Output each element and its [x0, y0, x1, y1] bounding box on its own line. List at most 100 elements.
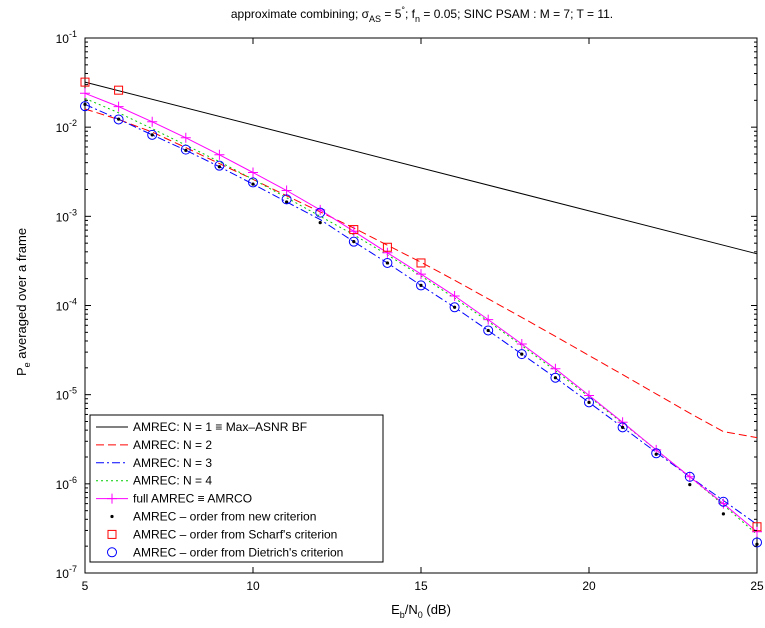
data-point [251, 182, 255, 186]
y-tick-label: 10-6 [56, 475, 77, 492]
x-axis-label: Eb/N0 (dB) [391, 602, 451, 620]
data-point [483, 314, 494, 325]
data-point [83, 102, 87, 107]
data-point [651, 448, 662, 459]
legend-label: AMREC: N = 4 [133, 474, 212, 488]
y-axis-label: Pe averaged over a frame [14, 228, 32, 376]
legend-entry: AMREC: N = 3 [96, 456, 212, 470]
data-point [180, 144, 191, 155]
data-point [281, 194, 292, 205]
data-point [113, 101, 124, 112]
data-point [281, 185, 292, 196]
series-1 [84, 81, 758, 255]
legend-entry: AMREC – order from Dietrich's criterion [107, 545, 343, 559]
data-point [587, 400, 591, 404]
data-point [184, 148, 188, 152]
x-tick-label: 15 [414, 579, 428, 593]
legend-entry: AMREC: N = 4 [96, 474, 212, 488]
x-tick-label: 20 [582, 579, 596, 593]
data-point [114, 85, 124, 95]
data-point [550, 363, 561, 374]
series-layer [80, 77, 762, 548]
data-point [348, 226, 359, 237]
data-point [486, 328, 490, 333]
series-3 [84, 103, 758, 525]
data-point [449, 302, 460, 313]
data-point [718, 498, 729, 509]
data-point [617, 417, 628, 428]
data-point [80, 77, 90, 87]
data-point [483, 325, 494, 336]
data-point [416, 258, 426, 268]
x-tick-label: 25 [750, 579, 764, 593]
y-tick-label: 10-1 [56, 29, 77, 46]
legend-entry: AMREC: N = 1 ≡ Max–ASNR BF [96, 420, 307, 434]
data-point [718, 496, 729, 507]
data-point [385, 261, 389, 265]
data-point [147, 129, 158, 140]
data-point [352, 240, 356, 244]
series-line [84, 103, 758, 525]
data-point [688, 483, 692, 487]
legend-marker [110, 514, 114, 519]
data-point [117, 117, 121, 121]
series-line [84, 81, 758, 255]
y-tick-label: 10-4 [56, 297, 77, 314]
data-point [315, 207, 326, 218]
series-2 [84, 108, 758, 439]
data-point [755, 542, 759, 546]
data-point [516, 339, 527, 350]
data-point [419, 283, 423, 288]
data-point [684, 471, 695, 482]
series-8 [80, 101, 762, 548]
legend-label: AMREC: N = 2 [133, 438, 212, 452]
legend-box [89, 414, 384, 563]
series-line [84, 108, 758, 439]
data-point [150, 133, 154, 137]
legend-label: AMREC: N = 1 ≡ Max–ASNR BF [133, 420, 307, 434]
data-point [214, 160, 225, 171]
series-5 [80, 88, 762, 537]
y-tick-label: 10-5 [56, 386, 77, 403]
data-point [80, 88, 90, 99]
data-point [553, 376, 558, 380]
data-point [654, 452, 658, 456]
data-point [621, 425, 625, 429]
legend-entry: AMREC – order from new criterion [110, 510, 316, 524]
data-point [752, 537, 762, 548]
data-point [285, 200, 289, 204]
x-axis: 5 10 15 20 25 [82, 38, 764, 593]
x-tick-label: 5 [82, 579, 89, 593]
data-point [684, 471, 695, 482]
chart-title: approximate combining; σAS = 5°; fn = 0.… [231, 5, 613, 24]
series-6 [83, 102, 759, 546]
data-point [348, 236, 359, 247]
x-tick-label: 10 [246, 579, 260, 593]
data-point [584, 390, 594, 401]
data-point [217, 165, 221, 169]
data-point [382, 242, 392, 252]
y-tick-label: 10-3 [56, 207, 77, 224]
legend-label: AMREC – order from Dietrich's criterion [133, 545, 343, 559]
data-point [617, 422, 628, 433]
series-7 [80, 77, 762, 532]
data-point [416, 269, 426, 280]
legend-label: AMREC – order from new criterion [133, 510, 316, 524]
data-point [416, 280, 426, 291]
legend-items: AMREC: N = 1 ≡ Max–ASNR BF AMREC: N = 2 AM… [96, 420, 343, 559]
legend-label: full AMREC ≡ AMRCO [133, 492, 252, 506]
y-tick-label: 10-2 [56, 118, 77, 135]
legend: AMREC: N = 1 ≡ Max–ASNR BF AMREC: N = 2 AM… [89, 414, 384, 563]
legend-label: AMREC – order from Scharf's criterion [133, 527, 337, 541]
data-point [453, 305, 457, 309]
data-point [382, 257, 393, 268]
data-point [248, 167, 258, 178]
data-point [721, 512, 726, 516]
data-point [520, 352, 524, 356]
data-point [382, 247, 393, 258]
data-point [550, 372, 561, 383]
legend-entry: full AMREC ≡ AMRCO [96, 492, 252, 506]
data-point [80, 101, 90, 112]
legend-marker [107, 493, 117, 504]
